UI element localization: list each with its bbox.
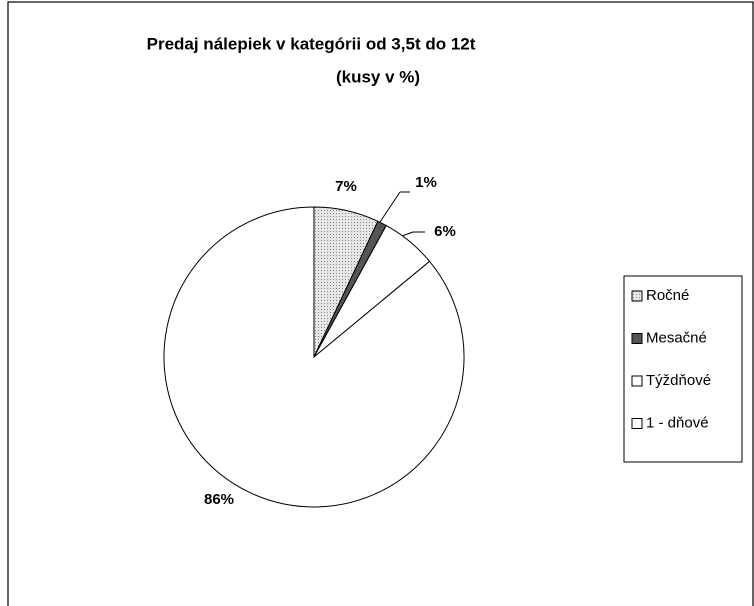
data-label: 86% bbox=[204, 491, 234, 508]
leader-line bbox=[401, 231, 414, 237]
pie-slice bbox=[163, 206, 465, 508]
legend-label: Ročné bbox=[646, 287, 689, 304]
legend-box bbox=[623, 275, 743, 463]
data-label: 6% bbox=[434, 223, 456, 240]
data-label: 1% bbox=[415, 174, 437, 191]
data-label: 7% bbox=[335, 178, 357, 195]
legend-swatch bbox=[631, 290, 643, 302]
leader-line bbox=[379, 191, 401, 223]
legend-swatch bbox=[631, 418, 643, 429]
legend-label: 1 - dňové bbox=[646, 414, 709, 431]
legend-swatch bbox=[631, 375, 643, 387]
chart-title: Predaj nálepiek v kategórii od 3,5t do 1… bbox=[147, 34, 476, 53]
legend-label: Týždňové bbox=[646, 372, 711, 389]
legend-label: Mesačné bbox=[646, 329, 707, 346]
chart-subtitle: (kusy v %) bbox=[336, 67, 420, 86]
legend-swatch bbox=[631, 333, 643, 344]
